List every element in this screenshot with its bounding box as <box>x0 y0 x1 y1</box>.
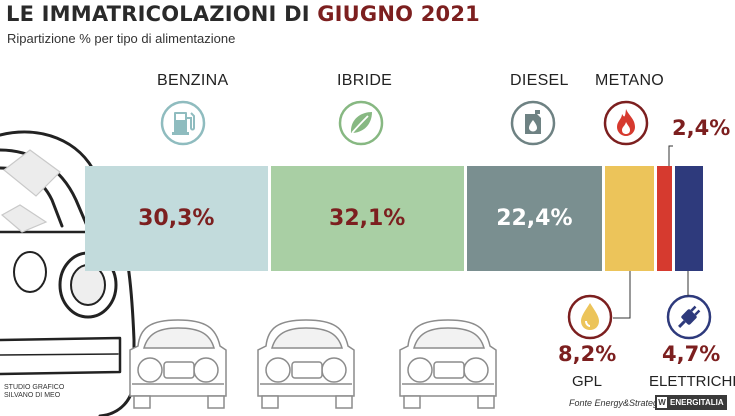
value-label-metano: 2,4% <box>672 116 731 140</box>
chart-subtitle: Ripartizione % per tipo di alimentazione <box>7 31 236 46</box>
logo-mark-icon: W <box>657 397 667 408</box>
category-label-metano: METANO <box>595 72 665 89</box>
bar-ibride: 32,1% <box>270 166 464 271</box>
value-label-benzina: 30,3% <box>138 206 215 231</box>
leaf-icon <box>338 100 384 151</box>
credit-text: STUDIO GRAFICO SILVANO DI MEO <box>4 384 64 400</box>
category-label-ibride: IBRIDE <box>337 72 393 89</box>
gas-drop-icon <box>567 294 613 345</box>
value-label-gpl: 8,2% <box>558 342 617 366</box>
energitalia-logo: W ENERGITALIA <box>655 395 727 410</box>
fuel-pump-icon <box>160 100 206 151</box>
value-label-ibride: 32,1% <box>329 206 406 231</box>
bar-gpl <box>604 166 655 271</box>
jerrycan-icon <box>510 100 556 151</box>
credit-line-2: SILVANO DI MEO <box>4 392 61 399</box>
plug-icon <box>666 294 712 345</box>
value-label-elettriche: 4,7% <box>662 342 721 366</box>
category-label-diesel: DIESEL <box>510 72 569 89</box>
flame-icon <box>603 100 649 151</box>
chart-title-main: LE IMMATRICOLAZIONI DI <box>6 2 310 26</box>
bar-elettriche <box>674 166 703 271</box>
bar-benzina: 30,3% <box>85 166 268 271</box>
source-text: Fonte Energy&Strategy <box>569 398 663 408</box>
category-label-elettriche: ELETTRICHE <box>649 373 735 390</box>
category-label-gpl: GPL <box>572 373 603 390</box>
logo-text: ENERGITALIA <box>670 398 724 407</box>
chart-title: LE IMMATRICOLAZIONI DI GIUGNO 2021 <box>6 2 480 26</box>
chart-title-highlight: GIUGNO 2021 <box>317 2 480 26</box>
value-label-diesel: 22,4% <box>496 206 573 231</box>
bar-diesel: 22,4% <box>466 166 602 271</box>
credit-line-1: STUDIO GRAFICO <box>4 384 65 391</box>
category-label-benzina: BENZINA <box>157 72 229 89</box>
bar-metano <box>657 166 672 271</box>
